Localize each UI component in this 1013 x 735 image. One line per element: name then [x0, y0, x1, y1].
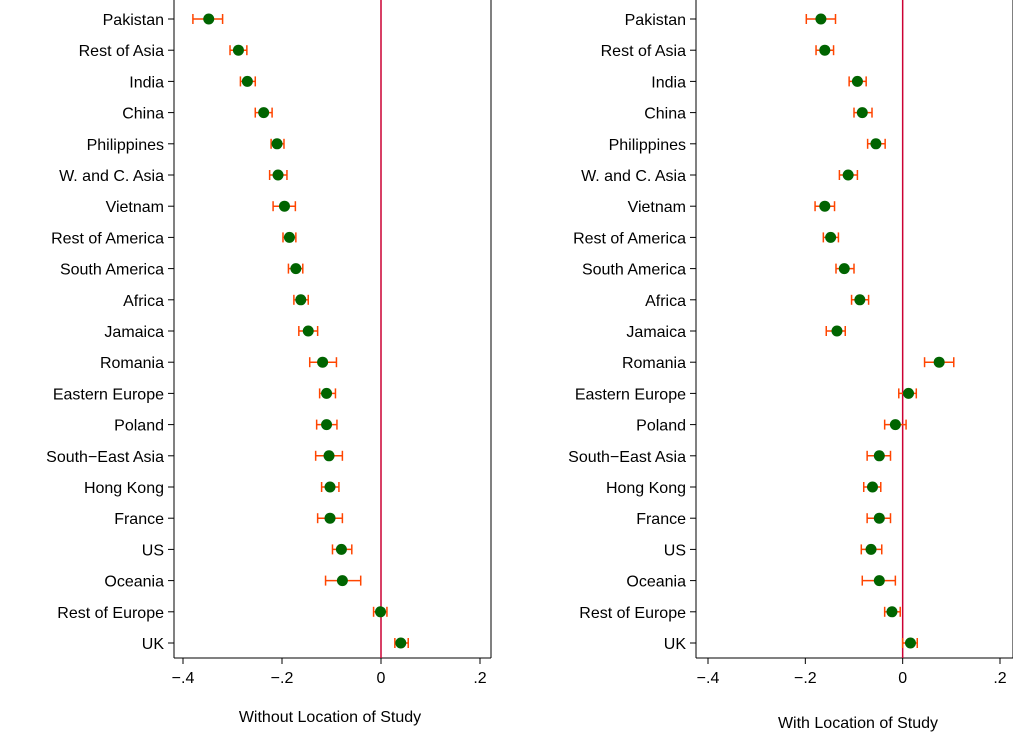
point-estimate	[321, 387, 333, 399]
category-label: Eastern Europe	[53, 386, 164, 403]
point-estimate	[856, 107, 868, 119]
category-label: France	[636, 511, 686, 528]
category-label: Philippines	[87, 137, 164, 154]
point-estimate	[317, 356, 329, 368]
point-estimate	[842, 169, 854, 181]
point-estimate	[873, 575, 885, 587]
category-label: Vietnam	[106, 199, 164, 216]
category-label: South−East Asia	[46, 449, 164, 466]
category-label: Rest of America	[51, 230, 164, 247]
category-label: Poland	[114, 418, 164, 435]
point-estimate	[278, 200, 290, 212]
category-label: UK	[142, 636, 165, 653]
category-label: Vietnam	[628, 199, 686, 216]
point-estimate	[283, 231, 295, 243]
category-label: Rest of Asia	[79, 43, 164, 60]
point-estimate	[241, 75, 253, 87]
panel-1: Pakistan Rest of Asia India China Philippine…	[46, 0, 492, 726]
category-label: Romania	[622, 355, 686, 372]
category-label: US	[142, 542, 164, 559]
point-estimate	[232, 44, 244, 56]
category-label: South−East Asia	[568, 449, 686, 466]
point-estimate	[321, 419, 333, 431]
point-estimate	[903, 387, 915, 399]
point-estimate	[375, 606, 387, 618]
category-label: W. and C. Asia	[59, 168, 164, 185]
category-label: South America	[60, 262, 164, 279]
point-estimate	[825, 231, 837, 243]
point-estimate	[838, 263, 850, 275]
category-label: Oceania	[626, 574, 686, 591]
point-estimate	[873, 450, 885, 462]
point-estimate	[395, 637, 407, 649]
point-estimate	[819, 44, 831, 56]
category-label: Africa	[123, 293, 164, 310]
category-label: Pakistan	[625, 12, 686, 29]
point-estimate	[889, 419, 901, 431]
point-estimate	[336, 575, 348, 587]
point-estimate	[819, 200, 831, 212]
point-estimate	[831, 325, 843, 337]
category-label: W. and C. Asia	[581, 168, 686, 185]
x-tick-label: −.2	[271, 670, 294, 687]
point-estimate	[290, 263, 302, 275]
category-label: Rest of Europe	[579, 605, 686, 622]
category-label: Pakistan	[103, 12, 164, 29]
category-label: China	[122, 106, 164, 123]
category-label: China	[644, 106, 686, 123]
point-estimate	[324, 481, 336, 493]
category-label: Eastern Europe	[575, 386, 686, 403]
point-estimate	[866, 481, 878, 493]
point-estimate	[904, 637, 916, 649]
point-estimate	[933, 356, 945, 368]
point-estimate	[203, 13, 215, 25]
point-estimate	[272, 169, 284, 181]
category-label: Hong Kong	[84, 480, 164, 497]
panel-2: Pakistan Rest of Asia India China Philippine…	[568, 0, 1013, 732]
category-label: Poland	[636, 418, 686, 435]
point-estimate	[851, 75, 863, 87]
x-tick-label: −.4	[172, 670, 195, 687]
category-label: South America	[582, 262, 686, 279]
category-label: Jamaica	[626, 324, 686, 341]
point-estimate	[865, 543, 877, 555]
category-label: Rest of Asia	[601, 43, 686, 60]
x-tick-label: −.2	[794, 670, 817, 687]
category-label: France	[114, 511, 164, 528]
point-estimate	[271, 138, 283, 150]
x-axis-label: With Location of Study	[778, 715, 938, 732]
category-label: Rest of America	[573, 230, 686, 247]
category-label: Jamaica	[104, 324, 164, 341]
point-estimate	[873, 512, 885, 524]
x-tick-label: −.4	[697, 670, 720, 687]
x-tick-label: 0	[898, 670, 907, 687]
point-estimate	[324, 512, 336, 524]
category-label: Hong Kong	[606, 480, 686, 497]
category-label: Philippines	[609, 137, 686, 154]
point-estimate	[323, 450, 335, 462]
x-tick-label: .2	[473, 670, 486, 687]
category-label: Romania	[100, 355, 164, 372]
category-label: Africa	[645, 293, 686, 310]
x-axis-label: Without Location of Study	[239, 709, 421, 726]
point-estimate	[258, 107, 270, 119]
category-label: Rest of Europe	[57, 605, 164, 622]
category-label: India	[129, 74, 164, 91]
category-label: US	[664, 542, 686, 559]
point-estimate	[302, 325, 314, 337]
x-tick-label: .2	[993, 670, 1006, 687]
x-tick-label: 0	[377, 670, 386, 687]
point-estimate	[335, 543, 347, 555]
point-estimate	[815, 13, 827, 25]
category-label: India	[651, 74, 686, 91]
point-estimate	[886, 606, 898, 618]
category-label: Oceania	[104, 574, 164, 591]
category-label: UK	[664, 636, 687, 653]
point-estimate	[870, 138, 882, 150]
point-estimate	[295, 294, 307, 306]
point-estimate	[854, 294, 866, 306]
